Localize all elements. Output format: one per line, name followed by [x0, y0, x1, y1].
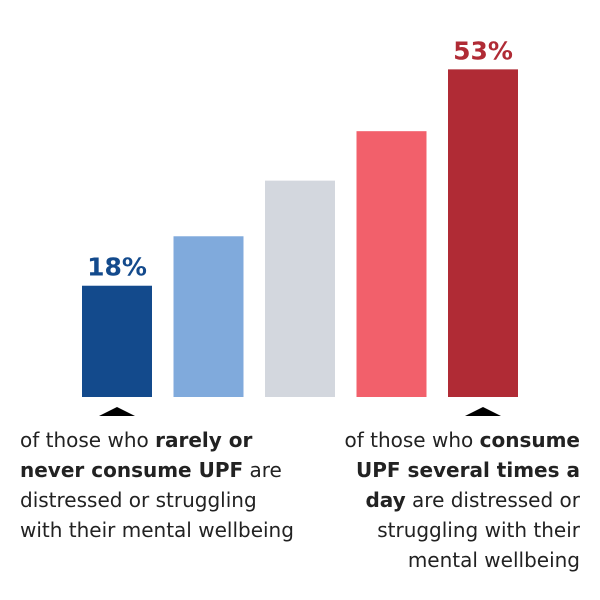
caption-left-post: are distressed or struggling with their …	[20, 458, 294, 542]
value-label-1: 18%	[87, 253, 147, 282]
caption-several-times-a-day: of those who consume UPF several times a…	[320, 425, 581, 575]
caption-right-bold: consume UPF several times a day	[356, 428, 580, 512]
bar-4	[356, 131, 427, 397]
value-label-5: 53%	[453, 36, 513, 65]
bar-1	[82, 285, 152, 397]
pointer-right	[465, 407, 501, 416]
pointer-left	[99, 407, 135, 416]
caption-left-bold: rarely or never consume UPF	[20, 428, 253, 482]
caption-left-pre: of those who	[20, 428, 156, 452]
caption-right-post: are distressed or struggling with their …	[377, 488, 580, 572]
caption-right-pre: of those who	[344, 428, 480, 452]
bar-2	[173, 236, 244, 397]
bar-5	[448, 69, 518, 397]
bar-3	[265, 180, 335, 397]
caption-rarely-never: of those who rarely or never consume UPF…	[20, 425, 300, 545]
